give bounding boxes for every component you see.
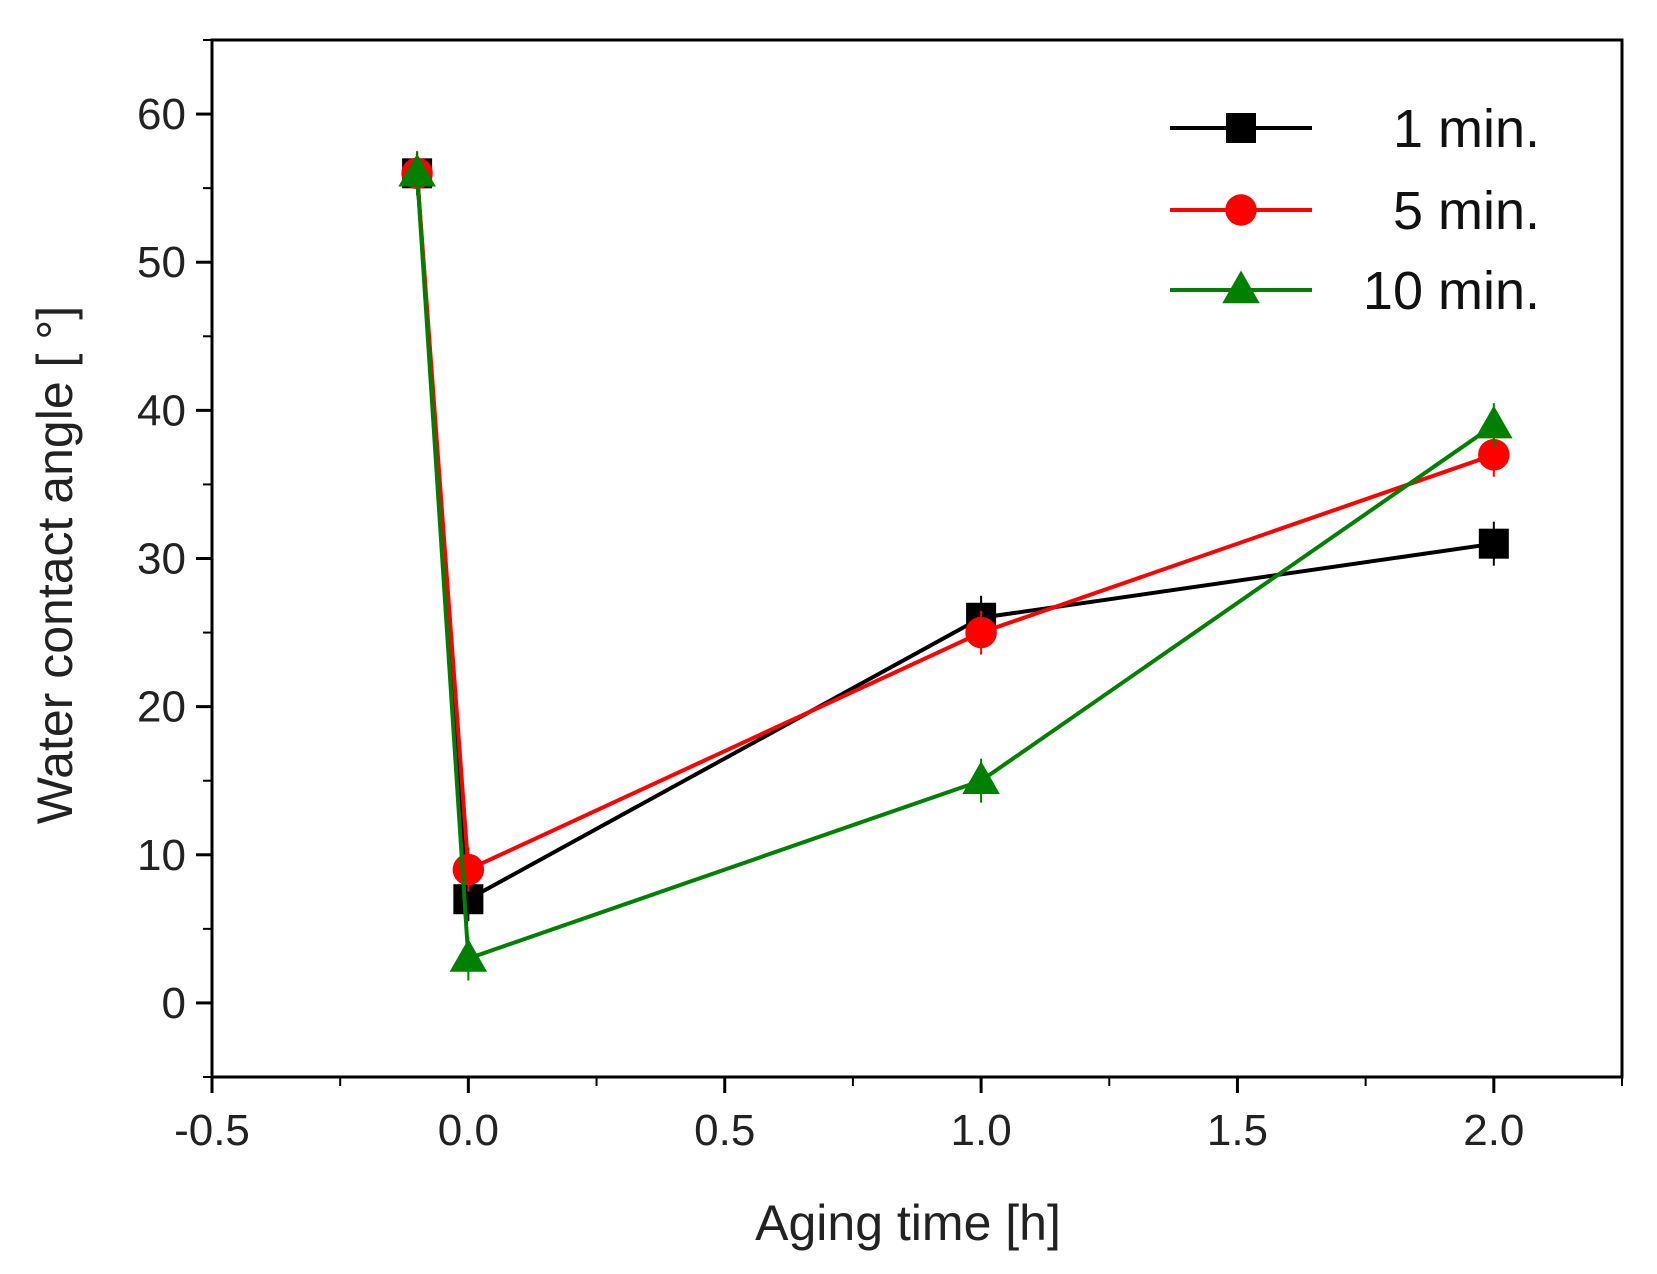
legend-item: 10 min. [1170, 261, 1540, 321]
data-point [965, 616, 997, 649]
y-tick-label: 60 [137, 90, 186, 139]
legend-item: 1 min. [1170, 99, 1540, 159]
x-tick-label: 1.5 [1207, 1106, 1268, 1155]
data-point [1478, 528, 1509, 559]
y-tick-label: 10 [137, 831, 186, 880]
x-tick-label: -0.5 [174, 1106, 250, 1155]
data-point [449, 938, 488, 972]
series-line [415, 173, 1495, 961]
y-axis-title: Water contact angle [ °] [27, 306, 83, 824]
x-tick-label: 2.0 [1463, 1106, 1524, 1155]
data-point [1475, 405, 1513, 439]
y-tick-label: 30 [137, 535, 186, 584]
legend-label: 5 min. [1393, 181, 1540, 241]
legend-marker [1222, 270, 1260, 304]
series-3 [398, 151, 1513, 981]
data-point [452, 853, 485, 886]
y-tick-label: 50 [137, 238, 186, 287]
x-tick-label: 0.5 [694, 1106, 755, 1155]
y-tick-label: 40 [137, 386, 186, 435]
x-tick-label: 0.0 [438, 1106, 499, 1155]
legend-marker [1226, 113, 1256, 143]
x-tick-label: 1.0 [951, 1106, 1012, 1155]
y-tick-label: 0 [162, 979, 186, 1028]
legend-marker [1225, 194, 1257, 226]
legend-label: 1 min. [1393, 99, 1540, 159]
y-tick-label: 20 [137, 683, 186, 732]
x-axis-title: Aging time [h] [755, 1195, 1061, 1251]
legend-item: 5 min. [1170, 181, 1540, 241]
data-point [398, 153, 436, 187]
series-line [415, 173, 1495, 872]
data-point [962, 761, 1000, 794]
data-point [1478, 439, 1510, 471]
legend-label: 10 min. [1363, 261, 1540, 321]
